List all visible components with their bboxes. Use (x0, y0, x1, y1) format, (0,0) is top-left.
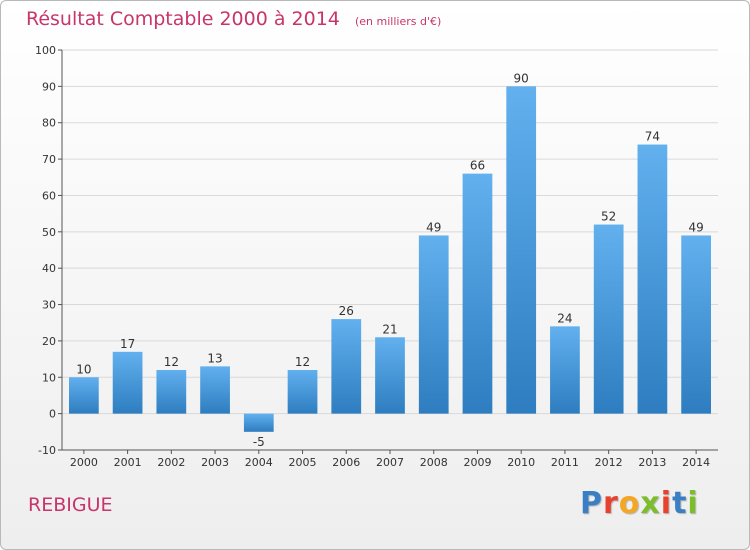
x-tick-label-2012: 2012 (595, 456, 623, 469)
data-label-2008: 49 (426, 220, 441, 234)
data-label-2011: 24 (557, 311, 572, 325)
data-label-2001: 17 (120, 337, 135, 351)
data-label-2014: 49 (688, 220, 703, 234)
x-tick-label-2007: 2007 (376, 456, 404, 469)
data-label-2010: 90 (514, 71, 529, 85)
y-tick-label-10: 90 (42, 80, 56, 93)
data-label-2009: 66 (470, 159, 485, 173)
data-label-2006: 26 (339, 304, 354, 318)
bar-2000 (68, 377, 99, 414)
y-tick-label-6: 50 (42, 226, 56, 239)
bar-2013 (637, 144, 668, 414)
y-tick-label-3: 20 (42, 335, 56, 348)
data-label-2007: 21 (382, 322, 397, 336)
axes: -10 0 10 20 30 40 50 60 70 80 90 100 2000 2001 2002 200… (35, 44, 718, 469)
y-tick-label-1: 0 (49, 408, 56, 421)
bar-2012 (593, 224, 624, 414)
x-tick-label-2011: 2011 (551, 456, 579, 469)
x-tick-label-2010: 2010 (507, 456, 535, 469)
logo-letter: o (618, 486, 641, 521)
y-tick-label-8: 70 (42, 153, 56, 166)
logo-letter: P (580, 486, 603, 521)
bar-2006 (331, 319, 362, 414)
chart-title: Résultat Comptable 2000 à 2014 (en milli… (26, 8, 441, 30)
data-label-2000: 10 (76, 362, 91, 376)
x-tick-label-2004: 2004 (245, 456, 273, 469)
x-tick-label-2008: 2008 (420, 456, 448, 469)
bar-2004 (243, 413, 274, 432)
title-unit: (en milliers d'€) (354, 15, 442, 28)
x-tick-label-2000: 2000 (70, 456, 98, 469)
x-tick-label-2013: 2013 (638, 456, 666, 469)
data-label-2012: 52 (601, 210, 616, 224)
data-label-2005: 12 (295, 355, 310, 369)
logo-letter: t (672, 486, 688, 521)
y-tick-label-5: 40 (42, 262, 56, 275)
logo-letter: r (603, 486, 619, 521)
y-tick-label-9: 80 (42, 117, 56, 130)
data-label-2004: -5 (253, 435, 265, 449)
bar-2003 (200, 366, 230, 414)
y-tick-label-2: 10 (42, 371, 56, 384)
bar-2008 (418, 235, 449, 414)
bar-2014 (681, 235, 712, 414)
bar-2011 (550, 326, 580, 414)
x-tick-label-2002: 2002 (157, 456, 185, 469)
x-tick-label-2001: 2001 (114, 456, 142, 469)
data-label-2003: 13 (207, 351, 222, 365)
bar-2001 (112, 351, 143, 414)
y-tick-label-7: 60 (42, 189, 56, 202)
x-tick-label-2003: 2003 (201, 456, 229, 469)
logo-letter: x (640, 486, 661, 521)
bar-2007 (375, 337, 405, 414)
bar-2010 (506, 86, 537, 414)
data-label-2002: 12 (164, 355, 179, 369)
bar-2005 (287, 370, 318, 414)
logo-letter: i (660, 486, 673, 521)
proxiti-logo[interactable]: Proxiti (580, 486, 699, 521)
commune-name: REBIGUE (28, 494, 113, 516)
bars (68, 86, 712, 432)
data-labels: 10 17 12 13 -5 12 26 21 49 66 90 24 52 74 49 (76, 71, 704, 448)
logo-letter: i (687, 486, 699, 521)
title-text: Résultat Comptable 2000 à 2014 (26, 8, 340, 30)
x-tick-label-2014: 2014 (682, 456, 710, 469)
data-label-2013: 74 (645, 130, 660, 144)
bar-2009 (462, 173, 493, 414)
y-tick-label-11: 100 (35, 44, 56, 57)
x-tick-label-2005: 2005 (289, 456, 317, 469)
y-tick-label-4: 30 (42, 299, 56, 312)
x-tick-label-2009: 2009 (463, 456, 491, 469)
x-tick-label-2006: 2006 (332, 456, 360, 469)
bar-2002 (156, 370, 187, 414)
y-tick-label-0: -10 (38, 444, 56, 457)
